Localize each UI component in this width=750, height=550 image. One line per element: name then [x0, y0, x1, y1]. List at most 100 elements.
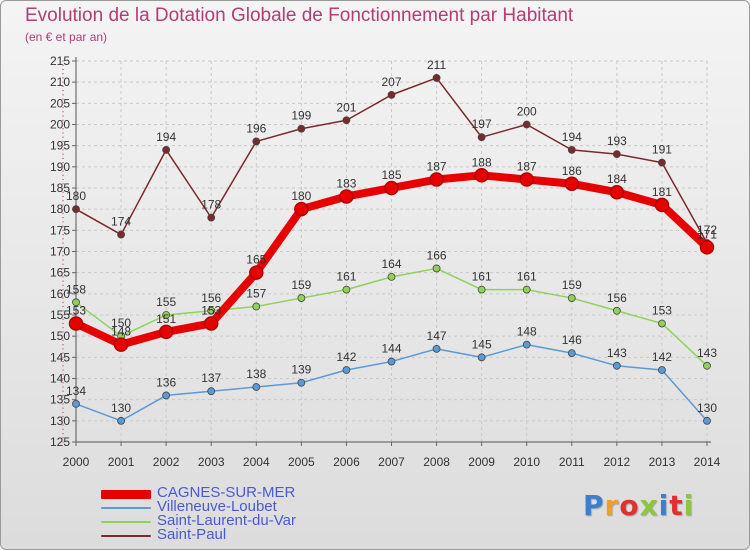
- x-tick-label: 2009: [468, 455, 495, 469]
- chart-title: Evolution de la Dotation Globale de Fonc…: [25, 5, 574, 26]
- series-layer: [68, 74, 715, 425]
- point-saint-paul: [477, 133, 486, 142]
- data-label-saint-laurent-du-var: 159: [291, 278, 311, 292]
- data-label-villeneuve-loubet: 147: [427, 329, 447, 343]
- y-tick-label: 195: [50, 139, 70, 153]
- point-cagnes-sur-mer: [429, 172, 444, 187]
- x-tick-label: 2008: [423, 455, 450, 469]
- legend-swatch: [101, 521, 151, 523]
- data-label-saint-paul: 200: [517, 105, 537, 119]
- point-saint-laurent-du-var: [162, 311, 171, 319]
- data-label-villeneuve-loubet: 142: [652, 350, 672, 364]
- x-tick-label: 2004: [243, 455, 270, 469]
- y-tick-label: 190: [50, 160, 70, 174]
- legend-label: Saint-Paul: [157, 526, 227, 543]
- point-cagnes-sur-mer: [384, 180, 399, 196]
- data-label-villeneuve-loubet: 136: [156, 375, 176, 389]
- point-villeneuve-loubet: [297, 378, 306, 387]
- data-label-cagnes-sur-mer: 151: [156, 312, 176, 326]
- logo-letter: t: [669, 489, 684, 522]
- point-saint-laurent-du-var: [703, 361, 711, 370]
- data-label-saint-laurent-du-var: 159: [562, 278, 582, 292]
- data-label-saint-paul: 201: [336, 100, 356, 114]
- x-tick-label: 2013: [649, 455, 676, 469]
- point-cagnes-sur-mer: [158, 324, 174, 340]
- data-label-villeneuve-loubet: 143: [607, 346, 627, 360]
- data-label-saint-laurent-du-var: 157: [246, 287, 266, 301]
- point-cagnes-sur-mer: [113, 337, 129, 352]
- y-tick-label: 155: [50, 308, 70, 322]
- data-label-saint-paul: 193: [607, 134, 627, 148]
- point-villeneuve-loubet: [342, 366, 351, 374]
- data-label-cagnes-sur-mer: 184: [607, 172, 627, 186]
- point-villeneuve-loubet: [477, 353, 486, 362]
- data-label-saint-paul: 178: [201, 198, 221, 212]
- y-tick-label: 150: [50, 329, 70, 343]
- point-villeneuve-loubet: [252, 383, 261, 391]
- logo-letter: r: [604, 489, 620, 522]
- data-label-saint-laurent-du-var: 143: [697, 346, 717, 360]
- point-villeneuve-loubet: [612, 361, 621, 370]
- data-label-saint-laurent-du-var: 156: [607, 291, 627, 305]
- point-saint-laurent-du-var: [612, 306, 621, 315]
- point-saint-paul: [117, 230, 125, 239]
- data-label-cagnes-sur-mer: 186: [562, 164, 582, 178]
- x-tick-label: 2011: [559, 455, 585, 469]
- data-label-saint-paul: 191: [652, 143, 672, 157]
- data-label-cagnes-sur-mer: 171: [697, 227, 717, 241]
- logo-letter: P: [583, 489, 605, 522]
- y-tick-label: 170: [50, 245, 70, 259]
- data-label-saint-laurent-du-var: 161: [517, 270, 537, 284]
- logo-letter: i: [658, 489, 670, 522]
- point-saint-laurent-du-var: [477, 285, 486, 294]
- data-label-saint-laurent-du-var: 164: [381, 257, 401, 271]
- x-tick-label: 2001: [108, 455, 135, 469]
- point-saint-laurent-du-var: [342, 285, 351, 294]
- y-tick-label: 135: [50, 393, 70, 407]
- x-tick-label: 2005: [288, 455, 315, 469]
- data-label-cagnes-sur-mer: 181: [652, 185, 672, 199]
- logo-letter: x: [639, 489, 659, 522]
- point-cagnes-sur-mer: [699, 240, 715, 255]
- data-label-saint-paul: 194: [156, 130, 176, 144]
- y-tick-label: 200: [50, 118, 70, 132]
- x-tick-label: 2010: [513, 455, 540, 469]
- data-label-saint-laurent-du-var: 161: [336, 270, 356, 284]
- data-label-saint-laurent-du-var: 150: [111, 316, 131, 330]
- data-label-saint-paul: 207: [381, 75, 401, 89]
- data-label-villeneuve-loubet: 146: [562, 333, 582, 347]
- point-saint-paul: [207, 213, 216, 222]
- point-saint-paul: [387, 90, 396, 99]
- data-label-cagnes-sur-mer: 188: [472, 155, 492, 169]
- legend-swatch: [101, 489, 151, 499]
- data-label-saint-paul: 180: [66, 189, 86, 203]
- point-villeneuve-loubet: [658, 366, 666, 374]
- logo-letter: o: [619, 489, 640, 522]
- legend-label: Villeneuve-Loubet: [157, 498, 277, 515]
- y-tick-label: 215: [50, 54, 70, 68]
- legend-label: CAGNES-SUR-MER: [157, 484, 296, 501]
- data-label-saint-paul: 199: [291, 109, 311, 123]
- y-tick-label: 185: [50, 181, 70, 195]
- legend-swatch: [101, 507, 151, 509]
- point-cagnes-sur-mer: [564, 176, 580, 192]
- data-label-villeneuve-loubet: 139: [291, 363, 311, 377]
- data-label-cagnes-sur-mer: 187: [517, 160, 537, 174]
- data-label-saint-paul: 174: [111, 215, 131, 229]
- y-tick-label: 160: [50, 287, 70, 301]
- axes: 1251301351401451501551601651701751801851…: [50, 54, 721, 469]
- point-villeneuve-loubet: [522, 340, 531, 349]
- point-saint-laurent-du-var: [387, 272, 396, 281]
- x-tick-label: 2006: [333, 455, 360, 469]
- data-label-cagnes-sur-mer: 153: [66, 303, 86, 317]
- x-tick-label: 2012: [604, 455, 631, 469]
- legend-label: Saint-Laurent-du-Var: [157, 512, 296, 529]
- point-villeneuve-loubet: [207, 387, 216, 396]
- point-saint-paul: [658, 158, 666, 167]
- point-cagnes-sur-mer: [294, 201, 309, 217]
- data-label-villeneuve-loubet: 134: [66, 384, 86, 398]
- data-label-saint-laurent-du-var: 158: [66, 282, 86, 296]
- point-cagnes-sur-mer: [339, 189, 354, 204]
- point-villeneuve-loubet: [567, 349, 576, 358]
